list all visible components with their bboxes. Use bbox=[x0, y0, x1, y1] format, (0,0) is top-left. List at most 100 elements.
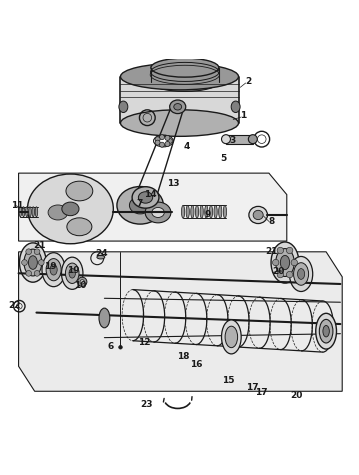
Ellipse shape bbox=[42, 253, 65, 287]
Ellipse shape bbox=[222, 135, 230, 143]
Ellipse shape bbox=[121, 63, 238, 90]
Ellipse shape bbox=[99, 308, 110, 328]
Ellipse shape bbox=[191, 205, 194, 218]
Text: 9: 9 bbox=[205, 210, 211, 219]
Ellipse shape bbox=[195, 205, 199, 218]
Circle shape bbox=[119, 345, 122, 349]
Polygon shape bbox=[19, 252, 342, 391]
Ellipse shape bbox=[19, 243, 46, 282]
Ellipse shape bbox=[145, 202, 171, 223]
Text: 23: 23 bbox=[140, 400, 153, 409]
Text: 12: 12 bbox=[138, 339, 151, 348]
Text: 20: 20 bbox=[290, 391, 303, 400]
Ellipse shape bbox=[132, 187, 159, 208]
Ellipse shape bbox=[46, 258, 61, 281]
Polygon shape bbox=[19, 173, 287, 241]
Circle shape bbox=[167, 138, 172, 143]
Ellipse shape bbox=[67, 218, 92, 236]
Text: 18: 18 bbox=[177, 352, 189, 361]
Text: 13: 13 bbox=[167, 180, 180, 189]
Circle shape bbox=[80, 280, 84, 284]
Ellipse shape bbox=[214, 205, 217, 218]
Text: 8: 8 bbox=[269, 217, 275, 226]
Text: 4: 4 bbox=[183, 142, 190, 151]
Circle shape bbox=[34, 270, 40, 276]
Circle shape bbox=[34, 249, 40, 255]
Ellipse shape bbox=[61, 257, 83, 289]
Text: 14: 14 bbox=[144, 190, 157, 199]
Ellipse shape bbox=[35, 207, 38, 217]
Ellipse shape bbox=[323, 325, 329, 337]
Ellipse shape bbox=[219, 205, 222, 218]
Text: 17: 17 bbox=[246, 383, 258, 392]
Ellipse shape bbox=[151, 58, 219, 77]
Text: 15: 15 bbox=[223, 376, 235, 385]
Text: 10: 10 bbox=[74, 281, 87, 290]
Text: 24: 24 bbox=[95, 249, 108, 258]
Circle shape bbox=[26, 249, 32, 255]
Circle shape bbox=[26, 270, 32, 276]
Circle shape bbox=[277, 271, 284, 278]
Circle shape bbox=[272, 259, 279, 266]
Ellipse shape bbox=[152, 208, 164, 218]
Circle shape bbox=[291, 259, 298, 266]
Text: 7: 7 bbox=[136, 199, 143, 208]
Ellipse shape bbox=[209, 205, 213, 218]
Text: 19: 19 bbox=[43, 262, 56, 271]
Ellipse shape bbox=[32, 207, 34, 217]
Polygon shape bbox=[121, 76, 238, 123]
Ellipse shape bbox=[66, 181, 93, 201]
Ellipse shape bbox=[181, 205, 185, 218]
Ellipse shape bbox=[130, 197, 151, 214]
Text: 19: 19 bbox=[67, 266, 80, 275]
Circle shape bbox=[165, 142, 170, 146]
Ellipse shape bbox=[97, 256, 105, 259]
Ellipse shape bbox=[225, 326, 238, 348]
Circle shape bbox=[286, 247, 293, 254]
Ellipse shape bbox=[151, 72, 219, 92]
Ellipse shape bbox=[62, 202, 79, 216]
Text: 21: 21 bbox=[33, 241, 45, 250]
Ellipse shape bbox=[200, 205, 203, 218]
Ellipse shape bbox=[28, 174, 113, 244]
Ellipse shape bbox=[222, 320, 241, 354]
Ellipse shape bbox=[248, 135, 257, 143]
Circle shape bbox=[38, 260, 44, 266]
Ellipse shape bbox=[271, 242, 299, 283]
Text: 20: 20 bbox=[272, 267, 285, 276]
Text: 6: 6 bbox=[108, 342, 114, 351]
Circle shape bbox=[22, 260, 27, 266]
Text: 11: 11 bbox=[11, 201, 24, 210]
Ellipse shape bbox=[186, 205, 189, 218]
Ellipse shape bbox=[65, 263, 79, 284]
Text: 1: 1 bbox=[240, 112, 247, 120]
Ellipse shape bbox=[231, 101, 240, 113]
Ellipse shape bbox=[24, 249, 42, 276]
Circle shape bbox=[155, 140, 160, 145]
Text: 2: 2 bbox=[246, 77, 252, 86]
Ellipse shape bbox=[48, 205, 68, 220]
Circle shape bbox=[155, 137, 160, 142]
Polygon shape bbox=[226, 135, 253, 143]
Ellipse shape bbox=[29, 207, 31, 217]
Ellipse shape bbox=[138, 192, 153, 203]
Ellipse shape bbox=[319, 319, 333, 343]
Ellipse shape bbox=[253, 210, 263, 219]
Circle shape bbox=[159, 135, 164, 140]
Ellipse shape bbox=[19, 207, 22, 217]
Ellipse shape bbox=[280, 256, 290, 270]
Ellipse shape bbox=[205, 205, 208, 218]
Ellipse shape bbox=[22, 207, 25, 217]
Text: 3: 3 bbox=[229, 136, 236, 145]
Ellipse shape bbox=[69, 268, 75, 278]
Ellipse shape bbox=[294, 263, 309, 285]
Ellipse shape bbox=[249, 207, 267, 224]
Ellipse shape bbox=[117, 187, 163, 224]
Circle shape bbox=[159, 142, 164, 147]
Ellipse shape bbox=[121, 110, 238, 136]
Ellipse shape bbox=[170, 100, 186, 114]
Ellipse shape bbox=[119, 101, 128, 113]
Circle shape bbox=[165, 135, 170, 141]
Ellipse shape bbox=[223, 205, 227, 218]
Text: 16: 16 bbox=[190, 360, 203, 369]
